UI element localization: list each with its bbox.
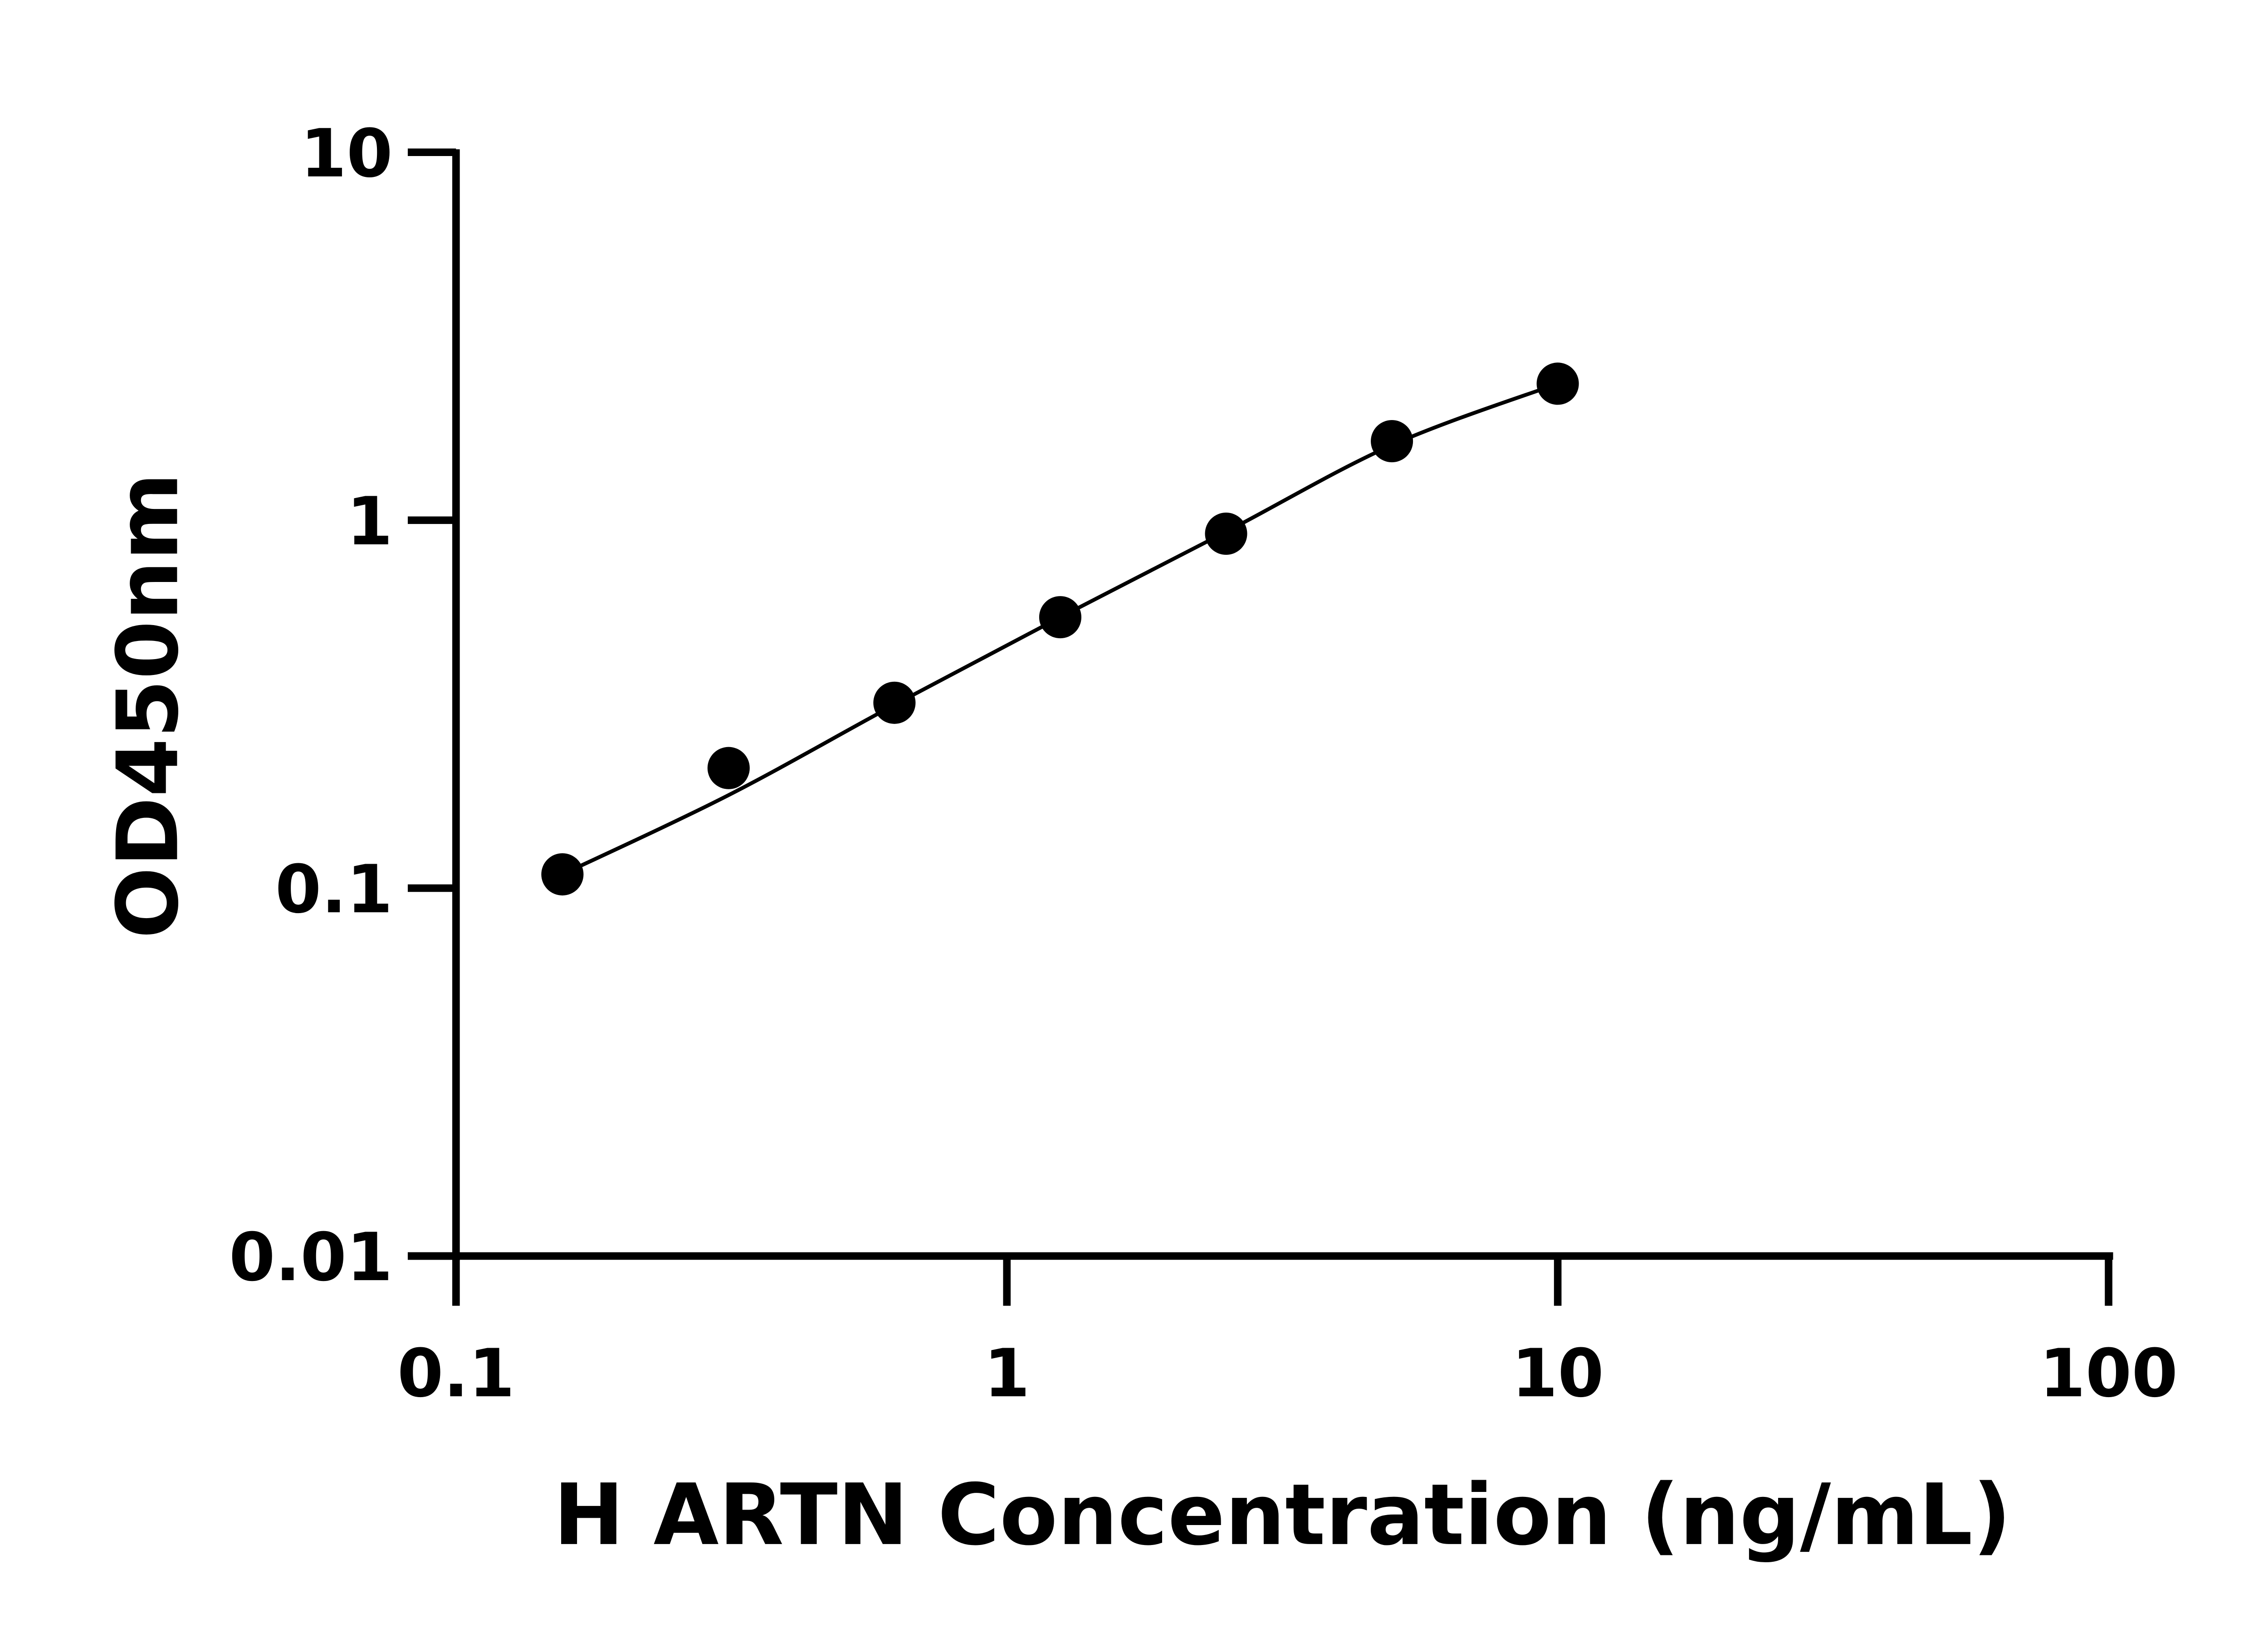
x-ticks: 0.1 1 10 100: [397, 1256, 2178, 1412]
data-point: [1536, 362, 1579, 405]
data-point: [1039, 596, 1081, 639]
axes: [407, 149, 2113, 1261]
y-tick-label: 0.1: [275, 851, 393, 928]
y-ticks: 0.01 0.1 1 10: [229, 115, 456, 1296]
y-tick-label: 0.01: [229, 1219, 393, 1296]
y-tick-label: 1: [347, 483, 393, 560]
data-point: [1371, 420, 1413, 463]
data-points: [541, 362, 1579, 896]
y-axis-label: OD450nm: [98, 473, 197, 939]
x-tick-label: 1: [984, 1335, 1030, 1412]
data-point: [1205, 513, 1247, 555]
data-point: [541, 853, 584, 896]
data-point: [873, 681, 916, 724]
data-point: [707, 747, 750, 789]
x-tick-label: 0.1: [397, 1335, 515, 1412]
x-tick-label: 100: [2039, 1335, 2178, 1412]
y-tick-label: 10: [300, 115, 393, 192]
x-axis-label: H ARTN Concentration (ng/mL): [553, 1466, 2011, 1564]
x-tick-label: 10: [1511, 1335, 1604, 1412]
